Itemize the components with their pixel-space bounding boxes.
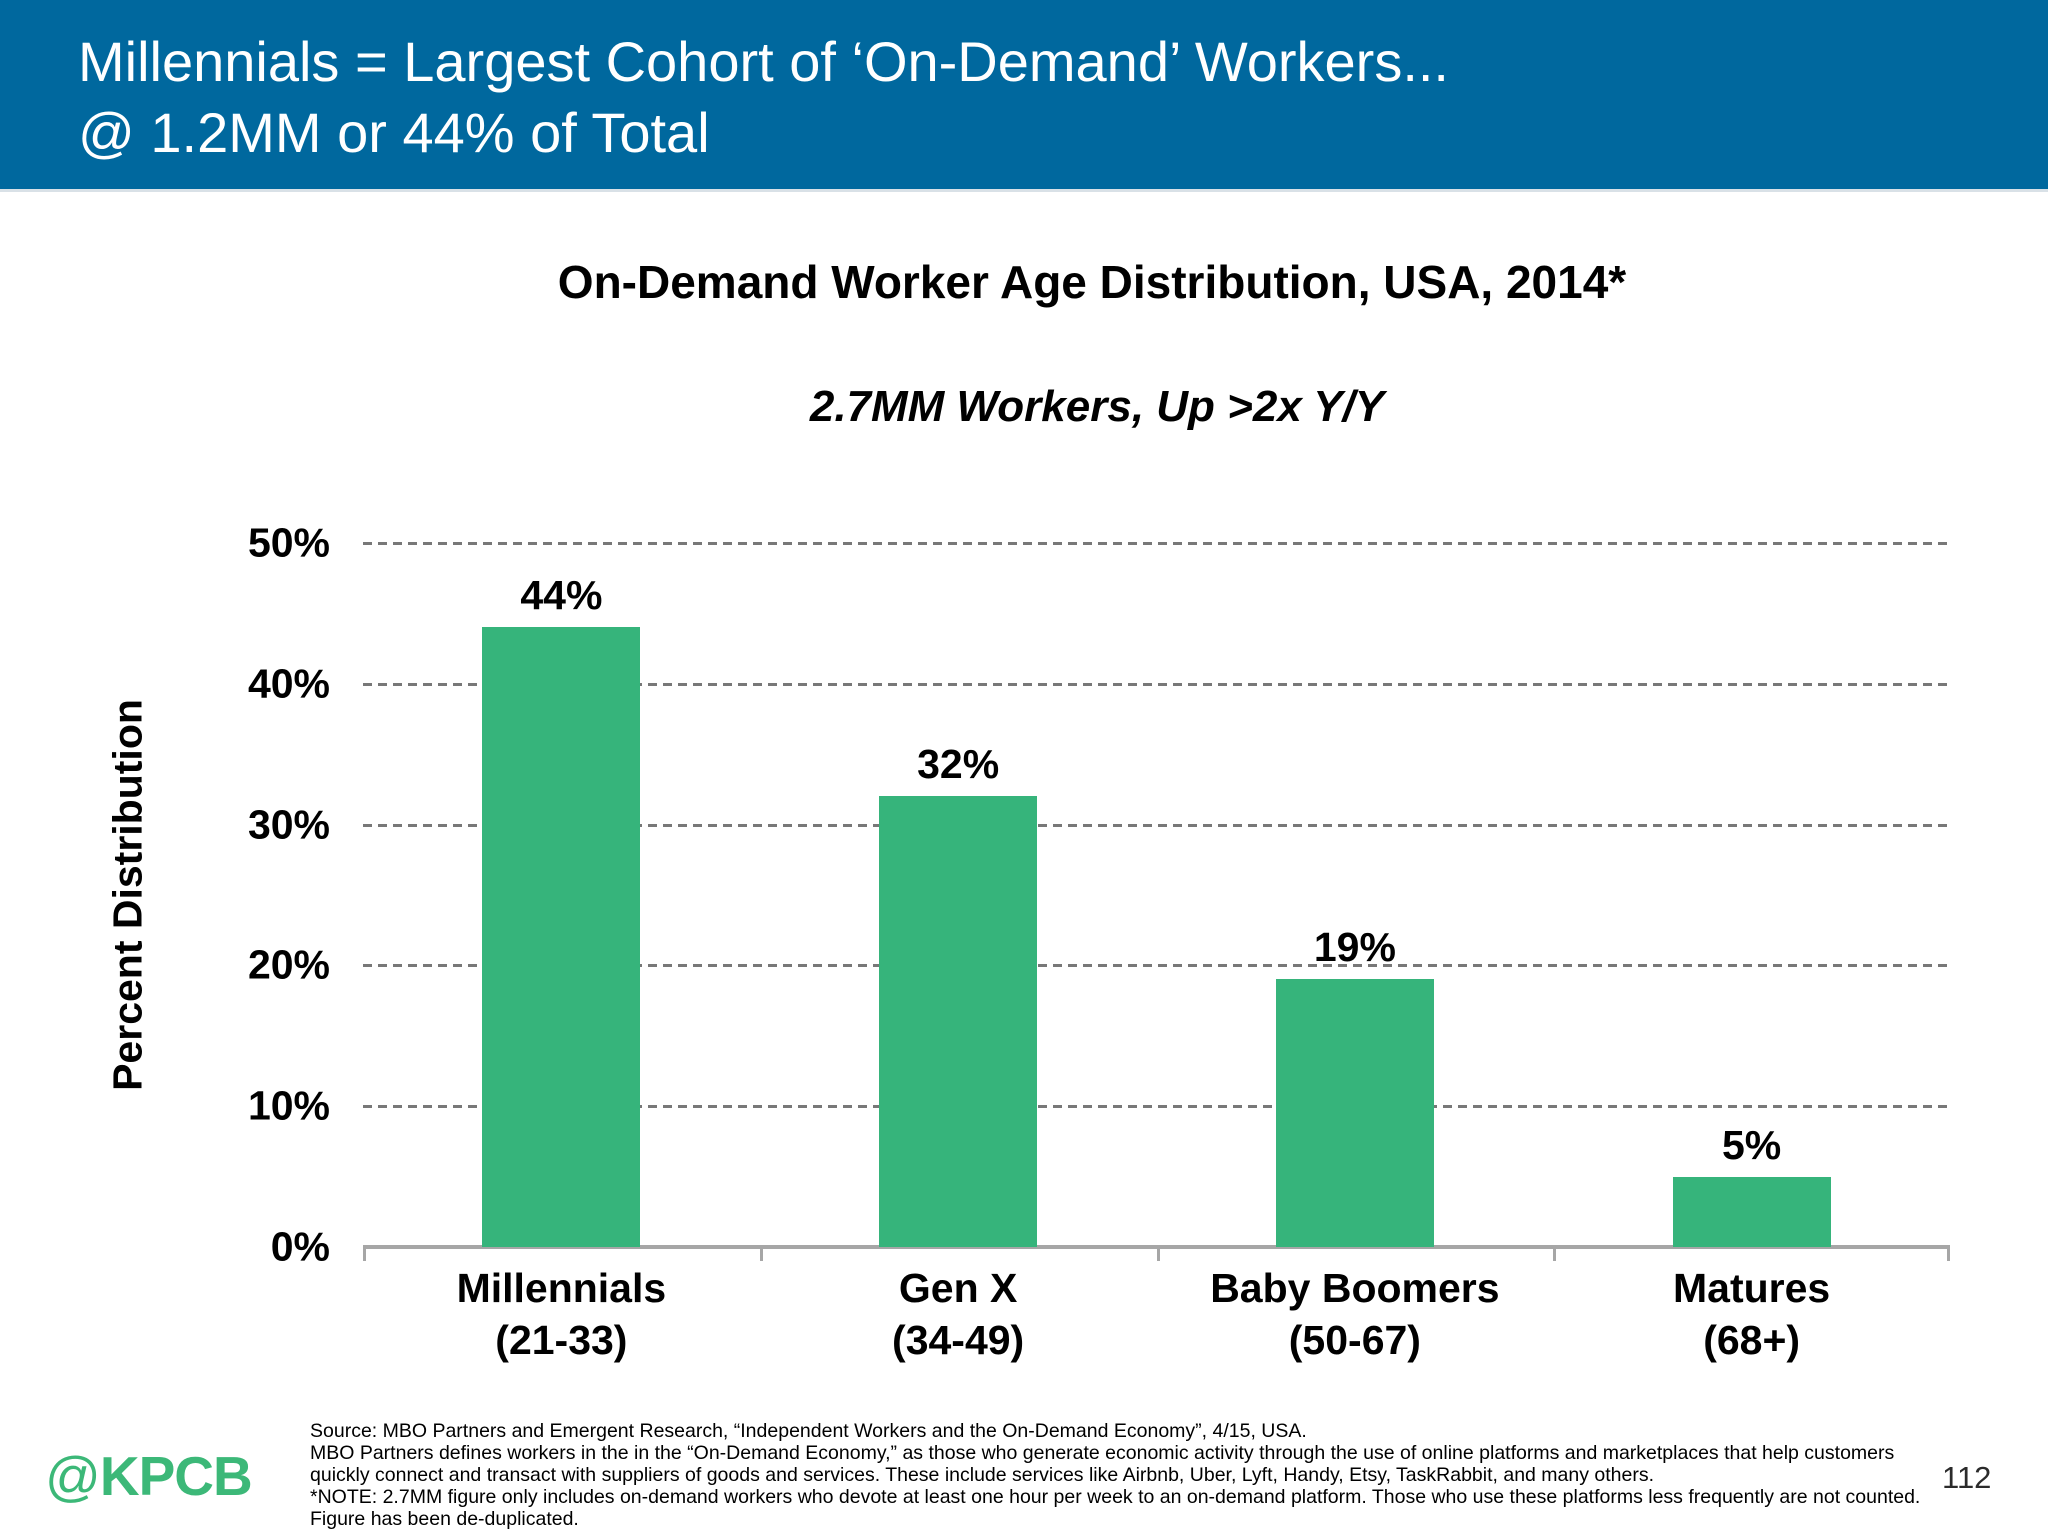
chart-title: On-Demand Worker Age Distribution, USA, … [557,256,1627,308]
gridline-40 [363,682,1950,686]
slide-title-line2: @ 1.2MM or 44% of Total [78,101,710,164]
category-label: Millennials [456,1265,667,1311]
x-axis-tick [760,1247,763,1261]
bar-value-label: 44% [520,572,603,618]
y-tick-label-50: 50% [247,519,330,566]
bar-value-label: 32% [917,741,1000,787]
x-axis-tick [1553,1247,1556,1261]
gridline-50 [363,542,1950,545]
y-axis-title: Percent Distribution [104,699,151,1091]
category-label: Baby Boomers [1210,1265,1500,1311]
category-label-group: Baby Boomers (50-67) [1210,1262,1499,1366]
y-tick-label-20: 20% [247,941,330,988]
category-label-group: Gen X (34-49) [892,1262,1024,1366]
x-axis-tick [1157,1247,1160,1261]
y-tick-label-30: 30% [247,801,330,848]
footer-note-line: *NOTE: 2.7MM figure only includes on-dem… [310,1486,1921,1530]
gridline-20 [363,964,1950,968]
bar-gen-x [879,796,1037,1247]
y-tick-label-40: 40% [247,660,330,707]
bar-matures [1673,1177,1831,1247]
logo-at-symbol: @ [45,1445,101,1507]
footer-source-block: Source: MBO Partners and Emergent Resear… [310,1420,1950,1530]
x-axis-tick [1947,1247,1950,1261]
page-number: 112 [1942,1460,1992,1495]
title-banner: Millennials = Largest Cohort of ‘On-Dema… [0,0,2048,192]
category-label-group: Matures (68+) [1673,1262,1830,1366]
x-axis-line [363,1245,1950,1249]
category-sublabel: (21-33) [495,1317,628,1363]
footer-definition-line: MBO Partners defines workers in the in t… [310,1442,1895,1486]
bar-chart-plot-area: 44% 32% 19% 5% [363,542,1950,1261]
x-axis-tick [363,1247,366,1261]
category-sublabel: (50-67) [1288,1317,1421,1363]
y-tick-label-0: 0% [270,1223,330,1270]
slide-title-line1: Millennials = Largest Cohort of ‘On-Dema… [78,30,1449,93]
y-tick-label-10: 10% [247,1082,330,1129]
bar-millennials [482,627,640,1247]
bar-value-label: 19% [1313,924,1396,970]
category-label: Gen X [898,1265,1018,1311]
bar-value-label: 5% [1721,1122,1782,1168]
gridline-10 [363,1105,1950,1109]
category-label-group: Millennials (21-33) [457,1262,667,1366]
footer-source-line: Source: MBO Partners and Emergent Resear… [310,1420,1307,1442]
chart-subtitle: 2.7MM Workers, Up >2x Y/Y [809,382,1385,431]
category-sublabel: (34-49) [892,1317,1025,1363]
bar-baby-boomers [1276,979,1434,1247]
category-sublabel: (68+) [1703,1317,1801,1363]
gridline-30 [363,823,1950,827]
kpcb-logo: @KPCB [45,1444,253,1508]
category-label: Matures [1673,1265,1831,1311]
logo-kpcb-text: KPCB [99,1445,253,1507]
